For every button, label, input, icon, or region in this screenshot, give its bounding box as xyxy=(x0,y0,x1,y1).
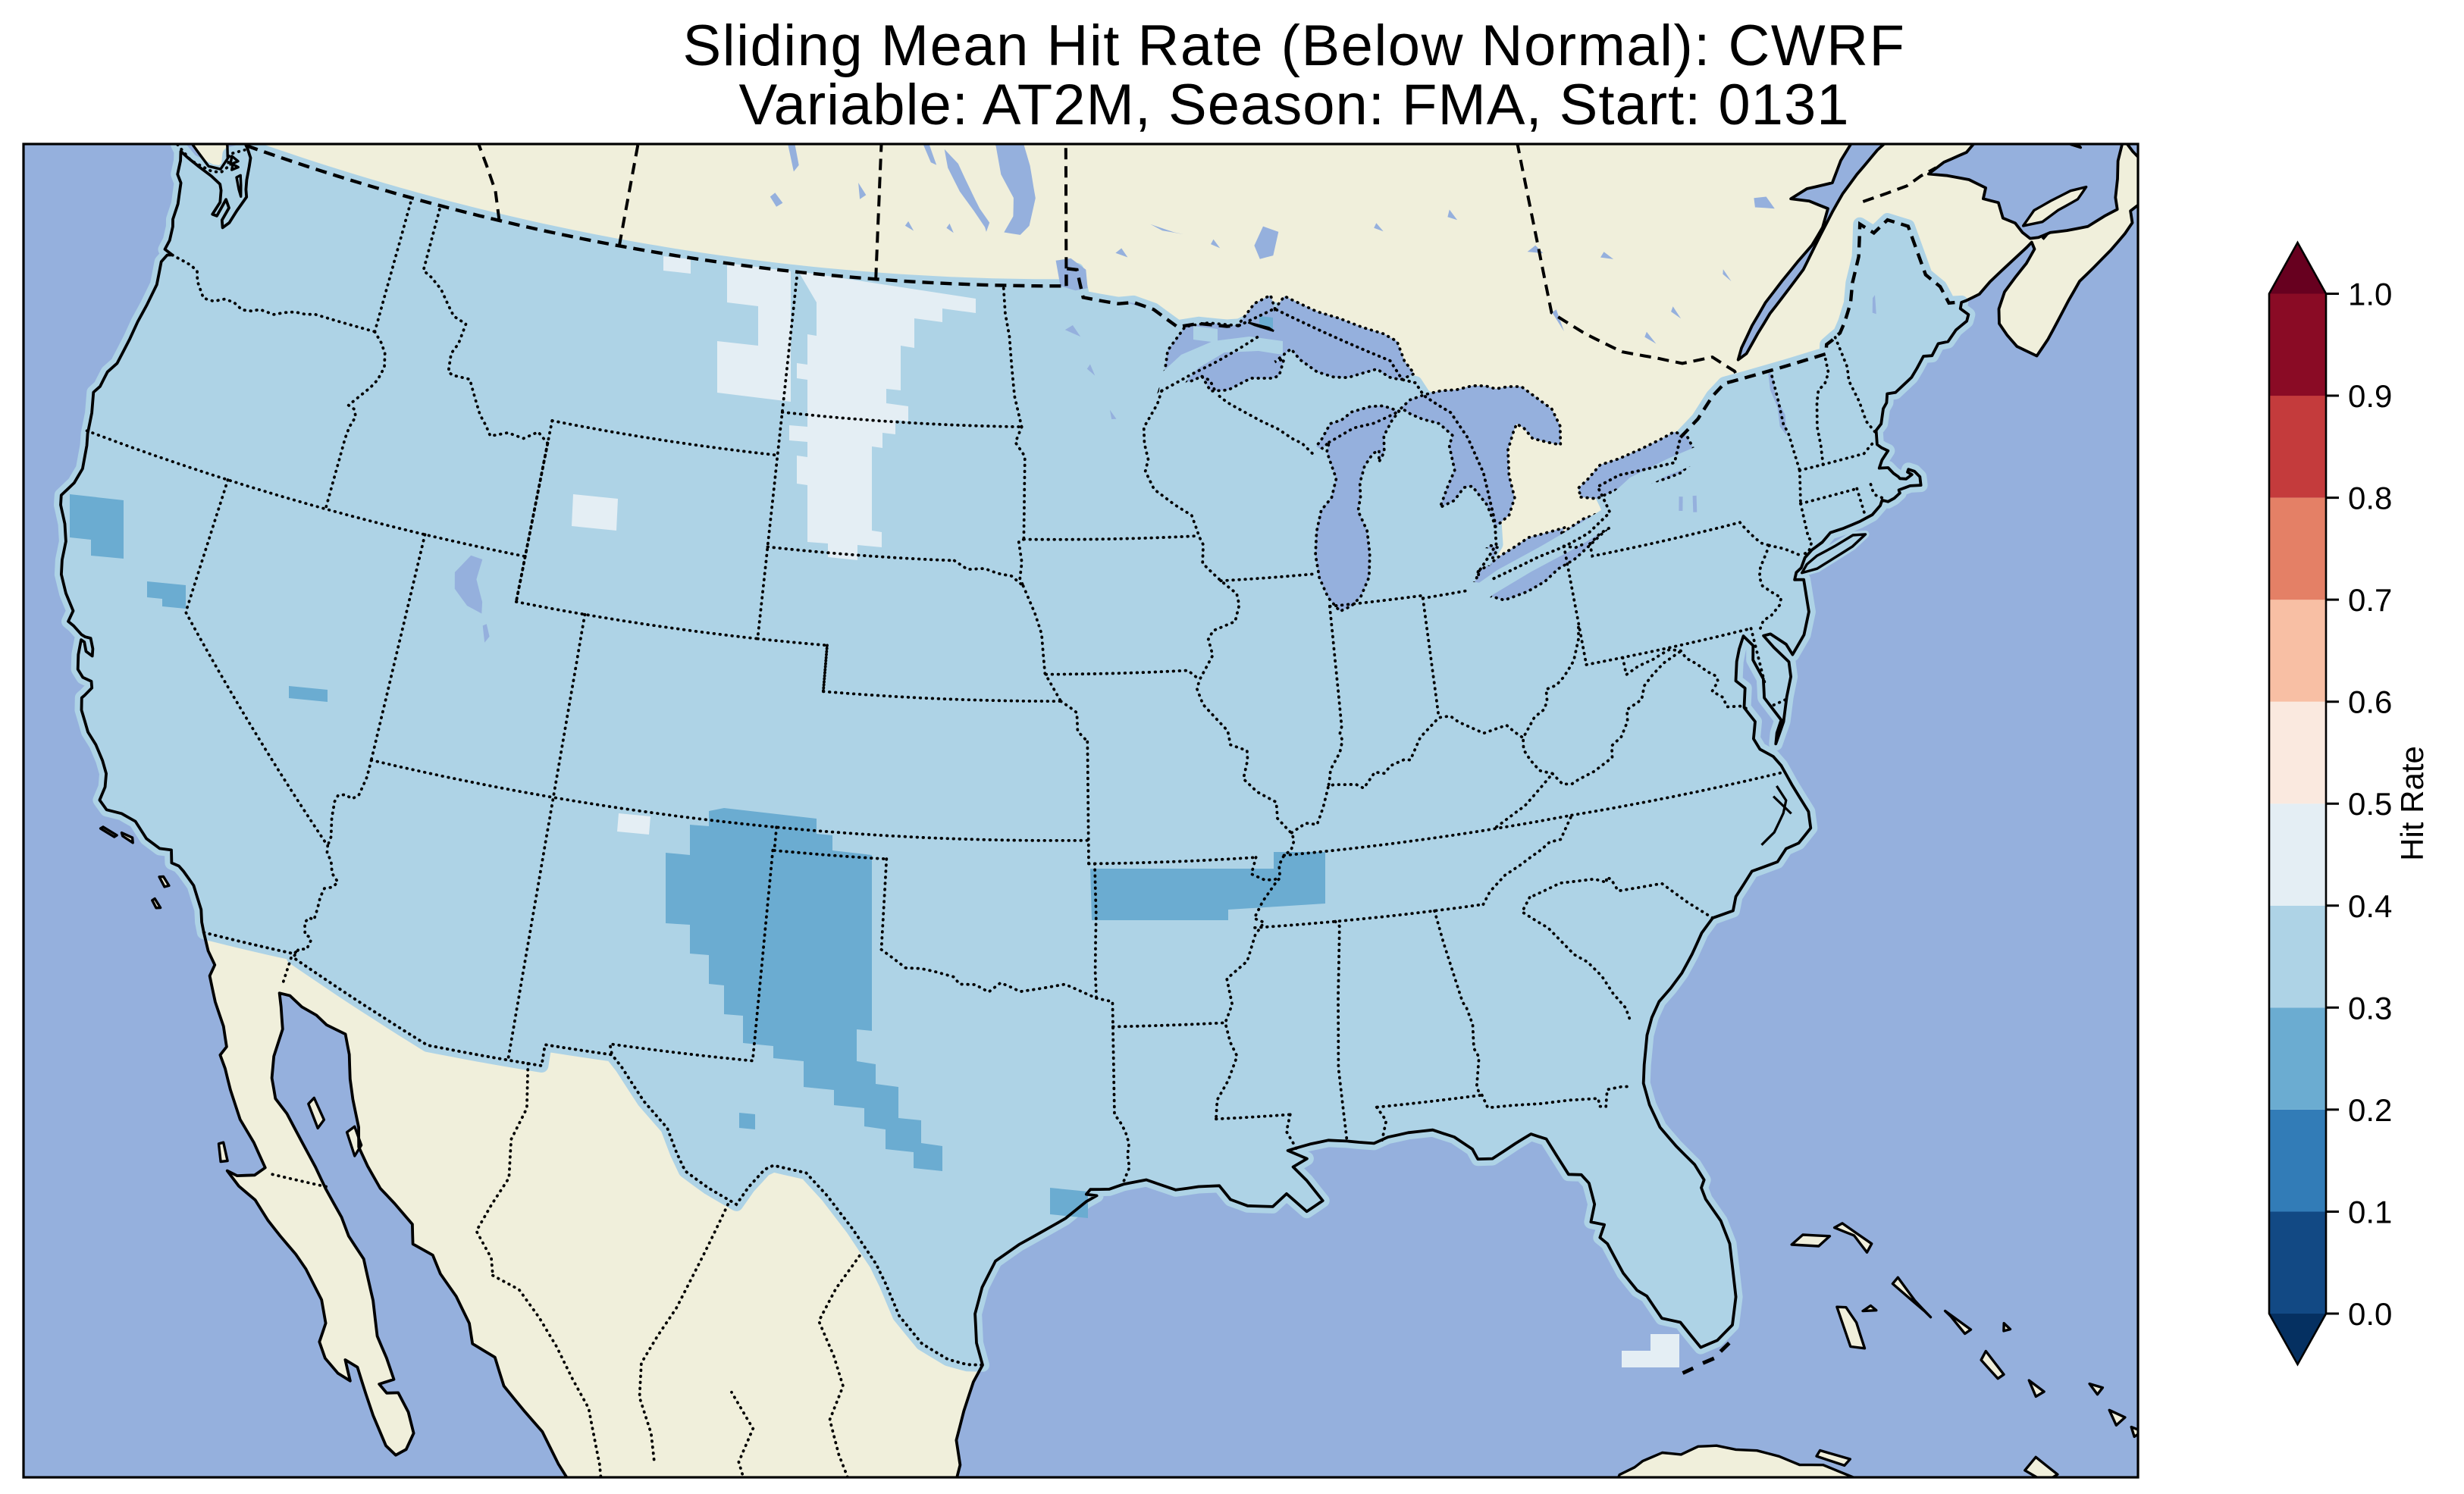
svg-text:0.1: 0.1 xyxy=(2348,1195,2392,1230)
svg-text:0.0: 0.0 xyxy=(2348,1296,2392,1332)
svg-text:0.6: 0.6 xyxy=(2348,684,2392,720)
svg-text:0.2: 0.2 xyxy=(2348,1092,2392,1128)
svg-text:Variable: AT2M, Season: FMA, S: Variable: AT2M, Season: FMA, Start: 0131 xyxy=(739,73,1850,137)
svg-text:0.9: 0.9 xyxy=(2348,378,2392,414)
svg-text:0.3: 0.3 xyxy=(2348,990,2392,1026)
svg-text:1.0: 1.0 xyxy=(2348,277,2392,312)
svg-text:0.8: 0.8 xyxy=(2348,481,2392,516)
svg-text:Sliding Mean Hit Rate (Below N: Sliding Mean Hit Rate (Below Normal): CW… xyxy=(683,14,1906,78)
svg-text:Hit Rate: Hit Rate xyxy=(2394,746,2430,861)
svg-text:0.4: 0.4 xyxy=(2348,888,2392,924)
svg-text:0.7: 0.7 xyxy=(2348,582,2392,618)
svg-text:0.5: 0.5 xyxy=(2348,786,2392,822)
